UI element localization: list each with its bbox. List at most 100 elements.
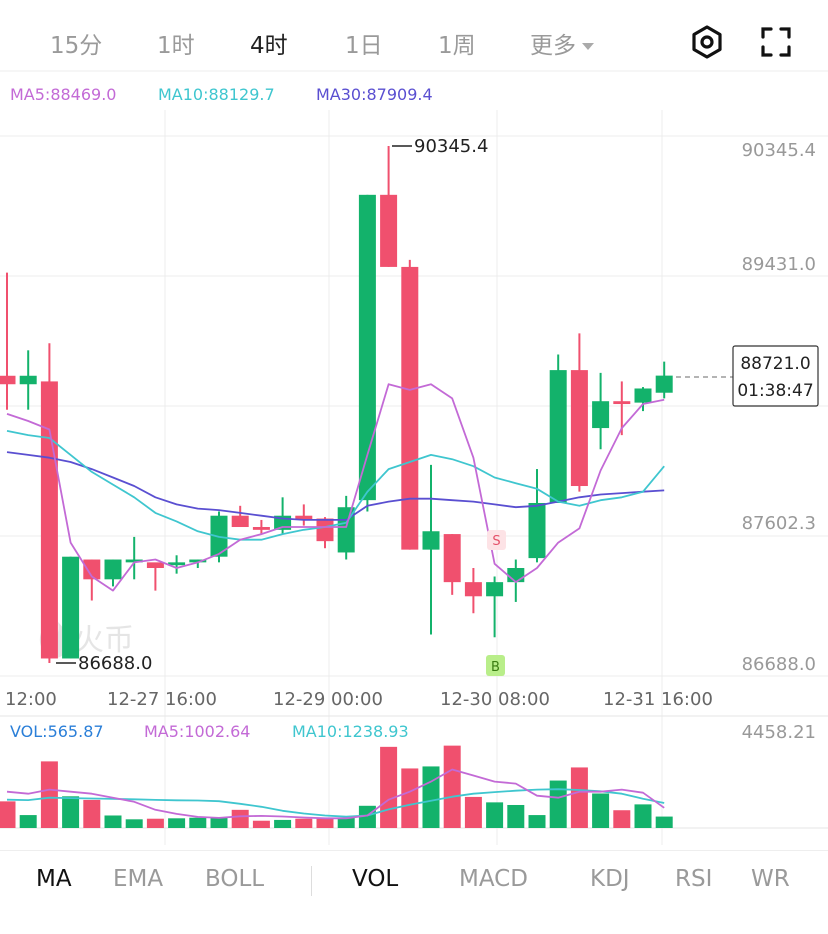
indicator-kdj[interactable]: KDJ (590, 866, 630, 892)
indicator-boll[interactable]: BOLL (205, 866, 265, 892)
candle-body (295, 515, 313, 520)
vol-ma10-legend: MA10:1238.93 (292, 722, 409, 741)
watermark-text: 火币 (74, 623, 134, 658)
buy-signal-label: B (491, 660, 500, 675)
candle-body (528, 502, 546, 559)
period-1w[interactable]: 1周 (438, 33, 476, 59)
volume-bar (337, 817, 355, 828)
time-axis-label: 12-30 08:00 (440, 689, 550, 710)
candle-body (83, 559, 101, 580)
volume-bar (62, 796, 80, 828)
volume-bar (274, 819, 292, 828)
volume-bar (401, 768, 419, 828)
volume-bar (570, 767, 588, 828)
volume-bar (655, 816, 673, 828)
volume-bar (189, 817, 207, 828)
indicator-rsi[interactable]: RSI (675, 866, 713, 892)
period-1d[interactable]: 1日 (345, 33, 383, 59)
current-price-box (732, 345, 819, 407)
vol-ma5-legend: MA5:1002.64 (144, 722, 250, 741)
candle-body (655, 375, 673, 393)
volume-bar (422, 766, 440, 828)
candle-body (549, 370, 567, 503)
indicator-vol[interactable]: VOL (352, 866, 399, 892)
volume-bar (0, 801, 16, 828)
period-1h[interactable]: 1时 (157, 33, 195, 59)
volume-bar (168, 818, 186, 828)
ma10-legend: MA10:88129.7 (158, 85, 275, 104)
period-4h[interactable]: 4时 (250, 33, 288, 59)
candle-body (125, 559, 143, 563)
time-axis-label: 12-29 00:00 (273, 689, 383, 710)
candle-body (19, 375, 37, 385)
candle-body (422, 531, 440, 550)
time-axis-label: 12-31 16:00 (603, 689, 713, 710)
candle-body (337, 507, 355, 553)
period-more-label: 更多 (530, 33, 576, 59)
volume-bar (295, 818, 313, 828)
period-more[interactable]: 更多 (530, 26, 594, 60)
volume-bar (380, 746, 398, 828)
candle-body (252, 527, 270, 530)
candle-body (104, 559, 122, 580)
ma5-legend: MA5:88469.0 (10, 85, 116, 104)
indicator-wr[interactable]: WR (751, 866, 790, 892)
candle-body (613, 401, 631, 405)
candle-body (146, 562, 164, 569)
volume-bar (40, 761, 58, 828)
volume-bar (634, 804, 652, 828)
candle-body (634, 388, 652, 403)
volume-ma-lines-layer (6, 768, 665, 820)
time-axis-label: 12-27 16:00 (107, 689, 217, 710)
candle-body (380, 194, 398, 267)
price-axis-label: 89431.0 (742, 254, 816, 275)
candle-body (401, 266, 419, 550)
candle-body (62, 556, 80, 659)
chevron-down-icon (582, 43, 594, 50)
volume-bar (613, 810, 631, 828)
volume-bar (592, 793, 610, 828)
candle-body (316, 518, 334, 542)
candle-body (486, 582, 504, 597)
volume-bar (316, 818, 334, 828)
current-price-label: 88721.0 (740, 354, 810, 374)
indicator-ema[interactable]: EMA (113, 866, 164, 892)
volume-bars-layer (0, 745, 673, 828)
gear-icon[interactable] (689, 24, 725, 60)
volume-bar (83, 799, 101, 828)
volume-bar (19, 815, 37, 828)
sell-signal-label: S (492, 534, 500, 549)
candle-body (358, 194, 376, 501)
volume-bar (486, 802, 504, 828)
price-axis-label: 90345.4 (742, 140, 816, 161)
high-marker-label: 90345.4 (414, 136, 488, 157)
candle-body (0, 375, 16, 385)
ma5-line (6, 383, 665, 592)
volume-bar (252, 820, 270, 828)
indicator-ma[interactable]: MA (36, 866, 72, 892)
volume-bar (104, 815, 122, 828)
fullscreen-icon[interactable] (758, 24, 794, 60)
volume-bar (443, 745, 461, 828)
ma-lines-layer (6, 383, 665, 592)
candle-body (168, 562, 186, 566)
candle-body (443, 534, 461, 583)
candle-body (570, 370, 588, 487)
volume-bar (146, 818, 164, 828)
volume-bar (125, 819, 143, 828)
price-axis-label: 86688.0 (742, 654, 816, 675)
volume-bar (507, 804, 525, 828)
ma30-legend: MA30:87909.4 (316, 85, 433, 104)
candles-layer (0, 146, 673, 663)
period-15m[interactable]: 15分 (50, 33, 103, 59)
time-axis-label: 12:00 (5, 689, 57, 710)
buy-signal-badge (486, 655, 505, 676)
vol-legend: VOL:565.87 (10, 722, 104, 741)
countdown-label: 01:38:47 (737, 381, 813, 401)
indicator-toolbar (0, 850, 828, 934)
sell-signal-badge (487, 530, 506, 550)
kline-chart[interactable]: 火币 MA5:88469.0 MA10:88129.7 MA30:87909.4… (0, 0, 828, 850)
ma30-line (6, 451, 665, 521)
vol-axis-max: 4458.21 (742, 722, 816, 743)
indicator-macd[interactable]: MACD (459, 866, 528, 892)
